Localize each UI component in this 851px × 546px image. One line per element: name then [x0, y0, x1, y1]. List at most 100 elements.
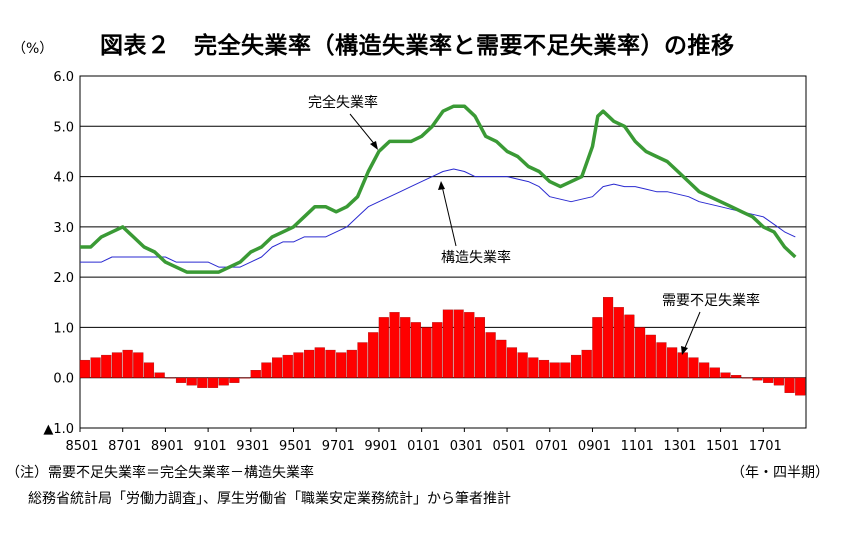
x-tick-label: 1701 — [749, 439, 782, 454]
structural-series-label: 構造失業率 — [441, 249, 511, 266]
demand-bar — [570, 354, 582, 378]
demand-bar — [143, 362, 155, 378]
demand-bar — [410, 322, 421, 378]
demand-bar — [667, 347, 678, 378]
demand-label-pointer — [683, 311, 701, 351]
demand-bar — [784, 377, 795, 393]
demand-bar — [197, 377, 208, 388]
demand-bar — [602, 297, 614, 378]
demand-bar — [613, 307, 624, 378]
x-tick-label: 9901 — [364, 439, 397, 454]
demand-bar — [111, 352, 123, 378]
demand-bar — [79, 359, 90, 378]
demand-bar — [293, 352, 304, 378]
demand-bar — [773, 377, 784, 386]
x-tick-label: 8701 — [108, 439, 141, 454]
demand-bar — [474, 317, 486, 378]
demand-bar — [528, 357, 539, 378]
demand-bar — [421, 327, 432, 378]
demand-bar — [485, 332, 496, 378]
demand-bar — [549, 362, 560, 378]
demand-bar — [699, 362, 710, 378]
demand-bar — [186, 377, 197, 386]
demand-bar — [592, 317, 603, 378]
axis-ticks: 6.0 5.0 4.0 3.0 2.0 1.0 0.0 ▲1.0 8501 8701 8901 910… — [43, 70, 782, 454]
demand-bar — [432, 322, 443, 378]
demand-bar — [165, 377, 176, 379]
source-note: 総務省統計局「労働力調査」、厚生労働省「職業安定業務統計」から筆者推計 — [28, 491, 511, 507]
demand-bar — [688, 357, 699, 378]
demand-bar — [517, 352, 528, 378]
demand-bar — [325, 349, 336, 378]
total-series-label: 完全失業率 — [308, 94, 378, 111]
y-tick-label: 4.0 — [53, 171, 74, 186]
demand-bar — [346, 349, 357, 378]
arrow-head — [681, 346, 688, 355]
demand-bar — [795, 377, 806, 396]
y-tick-label: 3.0 — [53, 221, 74, 236]
total-label-pointer — [349, 113, 377, 147]
demand-bar — [752, 377, 763, 381]
demand-bar — [763, 377, 774, 383]
arrow-head — [438, 181, 445, 190]
demand-bar — [506, 347, 518, 378]
y-tick-label: 6.0 — [53, 70, 74, 85]
arrow-head — [370, 141, 378, 150]
demand-bar — [645, 334, 656, 378]
demand-bar — [314, 347, 325, 378]
y-tick-label: 2.0 — [53, 271, 74, 286]
chart-title: 図表２ 完全失業率（構造失業率と需要不足失業率）の推移 — [100, 33, 735, 59]
demand-bar — [133, 352, 144, 378]
demand-bar — [709, 367, 720, 378]
y-tick-label: 5.0 — [53, 120, 74, 135]
total-unemployment-line — [80, 104, 797, 274]
y-tick-label: 0.0 — [53, 372, 74, 387]
demand-bar — [175, 377, 187, 383]
demand-bar — [624, 314, 635, 378]
demand-bar — [741, 377, 752, 379]
x-tick-label: 8501 — [65, 439, 98, 454]
x-tick-label: 1101 — [621, 439, 654, 454]
demand-bar — [101, 354, 112, 378]
demand-bar — [250, 370, 261, 378]
x-tick-label: 8901 — [151, 439, 184, 454]
demand-bar — [453, 309, 464, 378]
demand-bar — [90, 357, 101, 378]
demand-bar — [635, 327, 646, 378]
x-unit-label: （年・四半期） — [731, 465, 829, 481]
demand-bar — [229, 377, 240, 383]
demand-bar — [282, 354, 293, 378]
structural-label-pointer — [441, 185, 457, 247]
x-tick-label: 0901 — [578, 439, 611, 454]
x-tick-label: 0101 — [407, 439, 440, 454]
demand-bar — [400, 317, 411, 378]
demand-bar — [122, 349, 133, 378]
demand-bar — [207, 377, 219, 388]
demand-bar — [720, 372, 731, 378]
demand-bar — [154, 372, 165, 378]
x-tick-label: 0501 — [493, 439, 526, 454]
demand-bar — [336, 352, 347, 378]
footnote: （注）需要不足失業率＝完全失業率－構造失業率 — [6, 465, 314, 481]
structural-unemployment-line — [80, 168, 796, 268]
demand-bar — [731, 375, 742, 378]
demand-bar — [677, 352, 688, 378]
demand-bar — [368, 332, 379, 378]
x-tick-label: 0301 — [450, 439, 483, 454]
y-tick-label: ▲1.0 — [43, 422, 74, 437]
demand-bar — [239, 377, 251, 379]
x-tick-label: 0701 — [535, 439, 568, 454]
demand-bar — [378, 317, 389, 378]
demand-bar — [538, 359, 550, 378]
demand-bar — [496, 339, 507, 378]
x-tick-label: 1501 — [706, 439, 739, 454]
x-tick-label: 9101 — [194, 439, 227, 454]
y-unit-label: （%） — [12, 41, 54, 57]
demand-bar — [218, 377, 229, 386]
demand-bar — [560, 362, 571, 378]
demand-bar — [581, 349, 592, 378]
demand-bar — [442, 309, 453, 378]
series-lines — [80, 104, 797, 274]
